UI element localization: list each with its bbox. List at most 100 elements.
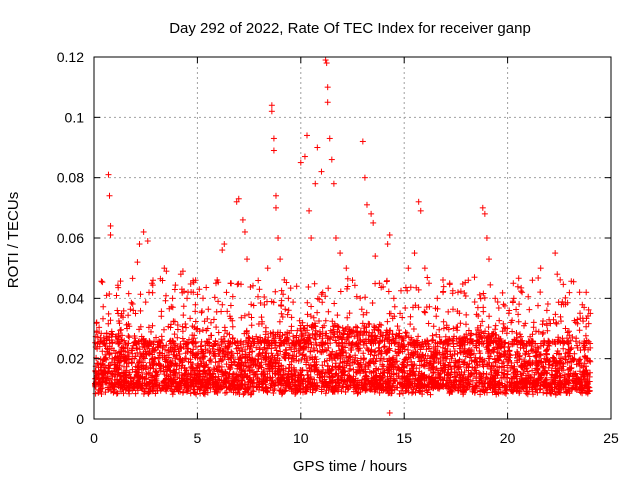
roti-point: [277, 256, 284, 263]
roti-point: [194, 325, 201, 332]
roti-point: [337, 250, 344, 257]
roti-point: [248, 301, 255, 308]
roti-point: [144, 238, 151, 245]
roti-point: [519, 289, 526, 296]
roti-point: [272, 192, 279, 199]
roti-point: [583, 289, 590, 296]
roti-point: [529, 277, 536, 284]
y-tick-label: 0.12: [57, 49, 84, 65]
y-tick-label: 0.1: [65, 109, 85, 125]
chart-title: Day 292 of 2022, Rate Of TEC Index for r…: [169, 20, 531, 37]
roti-point: [500, 301, 507, 308]
roti-point: [140, 228, 147, 235]
roti-point: [134, 259, 141, 266]
roti-point: [275, 235, 282, 241]
roti-point: [434, 295, 441, 302]
roti-point: [215, 298, 222, 305]
roti-point: [552, 250, 559, 257]
roti-point: [285, 295, 292, 302]
x-tick-label: 20: [500, 430, 516, 446]
roti-point: [421, 265, 428, 272]
roti-point: [581, 304, 588, 311]
roti-point: [426, 280, 433, 287]
roti-point: [322, 57, 329, 64]
roti-point: [177, 271, 184, 278]
roti-point: [318, 168, 325, 175]
roti-point: [386, 231, 393, 238]
roti-point: [471, 274, 478, 281]
roti-point: [483, 235, 490, 241]
roti-point: [368, 210, 375, 217]
roti-point: [270, 147, 277, 154]
roti-point: [376, 280, 383, 287]
roti-point: [363, 201, 370, 208]
roti-point: [390, 295, 397, 302]
roti-point: [306, 207, 313, 214]
roti-point: [233, 198, 240, 205]
roti-point: [163, 268, 170, 275]
roti-point: [109, 331, 116, 338]
y-tick-label: 0.08: [57, 170, 84, 186]
roti-point: [204, 325, 211, 332]
roti-point: [297, 159, 304, 166]
roti-point: [510, 295, 517, 302]
roti-point: [221, 241, 228, 248]
roti-point: [124, 325, 131, 332]
roti-point: [314, 144, 321, 151]
roti-point: [148, 280, 155, 287]
roti-point: [349, 277, 356, 284]
x-tick-label: 10: [293, 430, 309, 446]
roti-point: [153, 334, 160, 341]
roti-point: [543, 307, 550, 314]
roti-point: [415, 198, 422, 205]
roti-point: [485, 256, 492, 263]
roti-point: [304, 132, 311, 139]
roti-point: [405, 265, 412, 272]
roti-point: [264, 265, 271, 272]
y-tick-label: 0.02: [57, 351, 84, 367]
roti-point: [370, 219, 377, 226]
x-tick-label: 15: [396, 430, 412, 446]
roti-point: [308, 235, 315, 241]
roti-point: [343, 265, 350, 272]
axis-ticks: 0 5 10 15 20 25 0 0.02 0.04 0.06 0.08 0.1 0.12: [57, 49, 619, 446]
roti-point: [386, 409, 393, 416]
roti-point: [417, 207, 424, 214]
y-tick-label: 0: [76, 411, 84, 427]
roti-point: [372, 253, 379, 260]
roti-point: [136, 241, 143, 248]
dense-point-path: [92, 274, 594, 398]
roti-point: [130, 307, 137, 314]
data-points: [92, 57, 594, 416]
roti-point: [241, 228, 248, 235]
roti-point: [219, 247, 226, 254]
roti-point: [411, 250, 418, 257]
x-tick-label: 0: [90, 430, 98, 446]
roti-point: [384, 241, 391, 248]
x-tick-label: 25: [603, 430, 619, 446]
roti-point: [479, 204, 486, 211]
roti-point: [190, 289, 197, 296]
roti-point: [492, 295, 499, 302]
y-axis-label: ROTI / TECUs: [5, 192, 22, 288]
roti-point: [115, 355, 122, 362]
roti-point: [293, 283, 300, 290]
roti-point: [324, 84, 331, 91]
roti-point: [324, 99, 331, 106]
roti-point: [312, 180, 319, 187]
roti-point: [169, 295, 176, 302]
roti-point: [272, 204, 279, 211]
roti-point: [235, 195, 242, 202]
roti-point: [227, 280, 234, 287]
roti-point: [107, 231, 114, 238]
roti-point: [326, 135, 333, 142]
y-tick-label: 0.04: [57, 290, 84, 306]
roti-point: [268, 108, 275, 115]
roti-point: [554, 271, 561, 278]
roti-point: [106, 192, 113, 199]
roti-point: [465, 277, 472, 284]
y-tick-label: 0.06: [57, 230, 84, 246]
roti-point: [256, 286, 263, 293]
roti-point: [268, 102, 275, 109]
